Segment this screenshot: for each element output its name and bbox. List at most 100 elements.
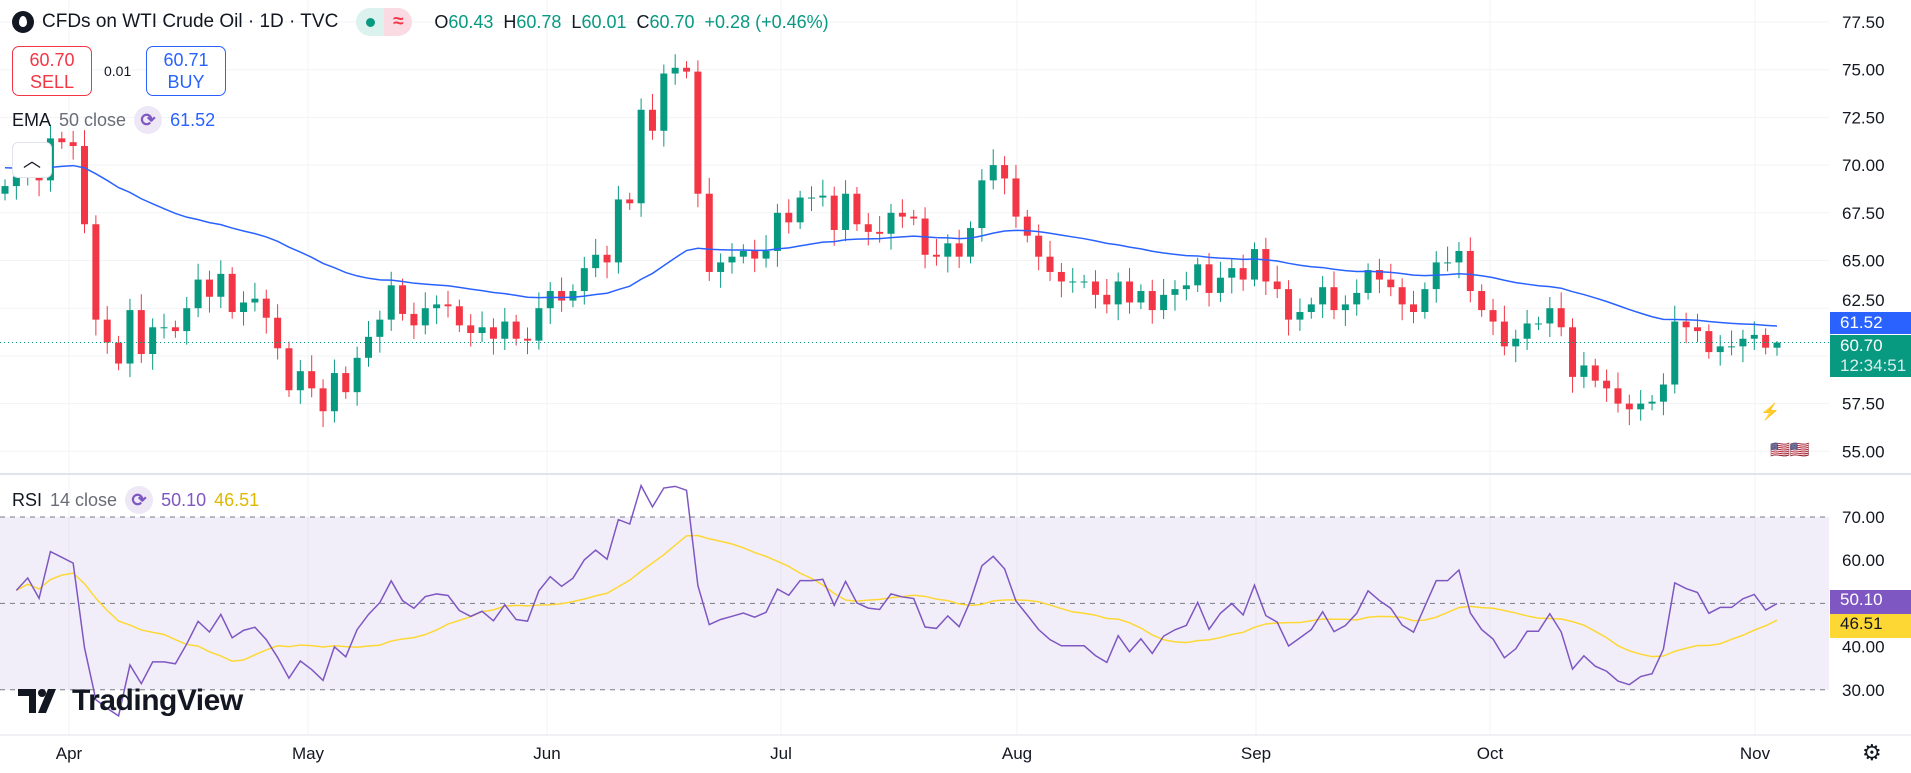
candle-body: [433, 304, 441, 309]
candle-body: [1285, 289, 1293, 320]
candle-body: [1773, 342, 1781, 348]
ema-price-label: 61.52: [1830, 312, 1911, 334]
candle-body: [1648, 401, 1656, 404]
sell-price: 60.70: [29, 50, 75, 70]
candle-body: [864, 224, 872, 232]
collapse-legend-button[interactable]: ︿: [12, 142, 52, 178]
candle-body: [183, 308, 191, 332]
candle-body: [1637, 403, 1645, 410]
candle-body: [1035, 235, 1043, 257]
rsi-legend[interactable]: RSI 14 close ⟳ 50.10 46.51: [12, 486, 259, 514]
candle-body: [399, 285, 407, 314]
candle-body: [694, 71, 702, 194]
rsi-axis-label: 50.10: [1830, 590, 1911, 614]
market-status[interactable]: ≈: [356, 8, 413, 36]
candle-body: [876, 231, 884, 234]
candle-body: [1114, 281, 1122, 305]
ema-line: [4, 164, 1778, 327]
candle-body: [421, 308, 429, 326]
candle-body: [1455, 250, 1463, 263]
candle-body: [1023, 216, 1031, 236]
candle-body: [626, 199, 634, 204]
buy-button[interactable]: 60.71 BUY: [146, 46, 226, 96]
candle-body: [796, 197, 804, 223]
tradingview-logo[interactable]: TradingView: [18, 684, 243, 718]
sell-button[interactable]: 60.70 SELL: [12, 46, 92, 96]
price-tick: 55.00: [1842, 442, 1885, 461]
candle-body: [1069, 281, 1077, 283]
candle-body: [376, 319, 384, 337]
symbol-header: CFDs on WTI Crude Oil · 1D · TVC ≈ O60.4…: [12, 8, 829, 36]
time-label: Nov: [1740, 744, 1771, 763]
lightning-event-icon[interactable]: ⚡: [1760, 404, 1780, 421]
candle-body: [967, 228, 975, 257]
candle-body: [1, 186, 9, 194]
candle-body: [524, 338, 532, 341]
candle-body: [512, 321, 520, 339]
rsi-line: [15, 483, 1778, 718]
candle-body: [12, 176, 20, 187]
candle-body: [1512, 338, 1520, 347]
price-tick: 72.50: [1842, 108, 1885, 127]
candle-body: [1410, 304, 1418, 313]
candle-body: [1591, 365, 1599, 381]
price-tick: 57.50: [1842, 395, 1885, 414]
candle-body: [467, 325, 475, 334]
candle-body: [955, 243, 963, 257]
candle-body: [501, 321, 509, 339]
candle-body: [1319, 287, 1327, 305]
candle-body: [842, 193, 850, 230]
candle-body: [1137, 291, 1145, 303]
candle-body: [1693, 327, 1701, 332]
price-tick: 67.50: [1842, 204, 1885, 223]
candle-body: [1466, 250, 1474, 292]
buy-label: BUY: [167, 72, 205, 92]
candle-body: [1489, 310, 1497, 322]
candle-body: [115, 342, 123, 364]
candle-body: [546, 291, 554, 309]
candle-body: [705, 193, 713, 272]
candle-body: [58, 138, 66, 143]
rsi-tick: 70.00: [1842, 508, 1885, 527]
oil-drop-icon: [12, 11, 34, 33]
candle-body: [592, 254, 600, 269]
candle-body: [330, 373, 338, 412]
sell-label: SELL: [29, 72, 75, 92]
ema-value: 61.52: [170, 109, 216, 130]
rsi-ma-axis-label: 46.51: [1830, 614, 1911, 638]
candle-body: [1500, 321, 1508, 347]
chevron-up-icon: ︿: [23, 151, 41, 171]
settings-icon[interactable]: ⚙: [1862, 740, 1882, 765]
candle-body: [1682, 321, 1690, 328]
candle-body: [171, 327, 179, 332]
candle-body: [308, 371, 316, 389]
candle-body: [103, 319, 111, 343]
candle-body: [1353, 292, 1361, 305]
symbol-title[interactable]: CFDs on WTI Crude Oil · 1D · TVC: [42, 11, 339, 32]
candle-body: [92, 224, 100, 320]
candle-body: [1126, 281, 1134, 303]
candle-body: [1216, 277, 1224, 293]
price-tick: 62.50: [1842, 291, 1885, 310]
candle-body: [455, 306, 463, 326]
candle-body: [1239, 268, 1247, 280]
candle-body: [1330, 287, 1338, 311]
candle-body: [1671, 321, 1679, 385]
candle-body: [580, 268, 588, 292]
candle-body: [251, 298, 259, 303]
time-label: Jul: [770, 744, 792, 763]
time-label: Jun: [533, 744, 560, 763]
candle-body: [1444, 262, 1452, 264]
us-flag-event-icon[interactable]: 🇺🇸🇺🇸: [1770, 442, 1810, 459]
candle-body: [535, 308, 543, 341]
price-tick: 65.00: [1842, 252, 1885, 271]
candle-body: [285, 348, 293, 391]
candle-body: [807, 197, 815, 199]
candle-body: [819, 195, 827, 198]
candle-body: [1625, 403, 1633, 410]
rsi-tick: 30.00: [1842, 681, 1885, 700]
candle-body: [728, 256, 736, 263]
ema-legend[interactable]: EMA 50 close ⟳ 61.52: [12, 106, 215, 134]
candle-body: [160, 327, 168, 329]
